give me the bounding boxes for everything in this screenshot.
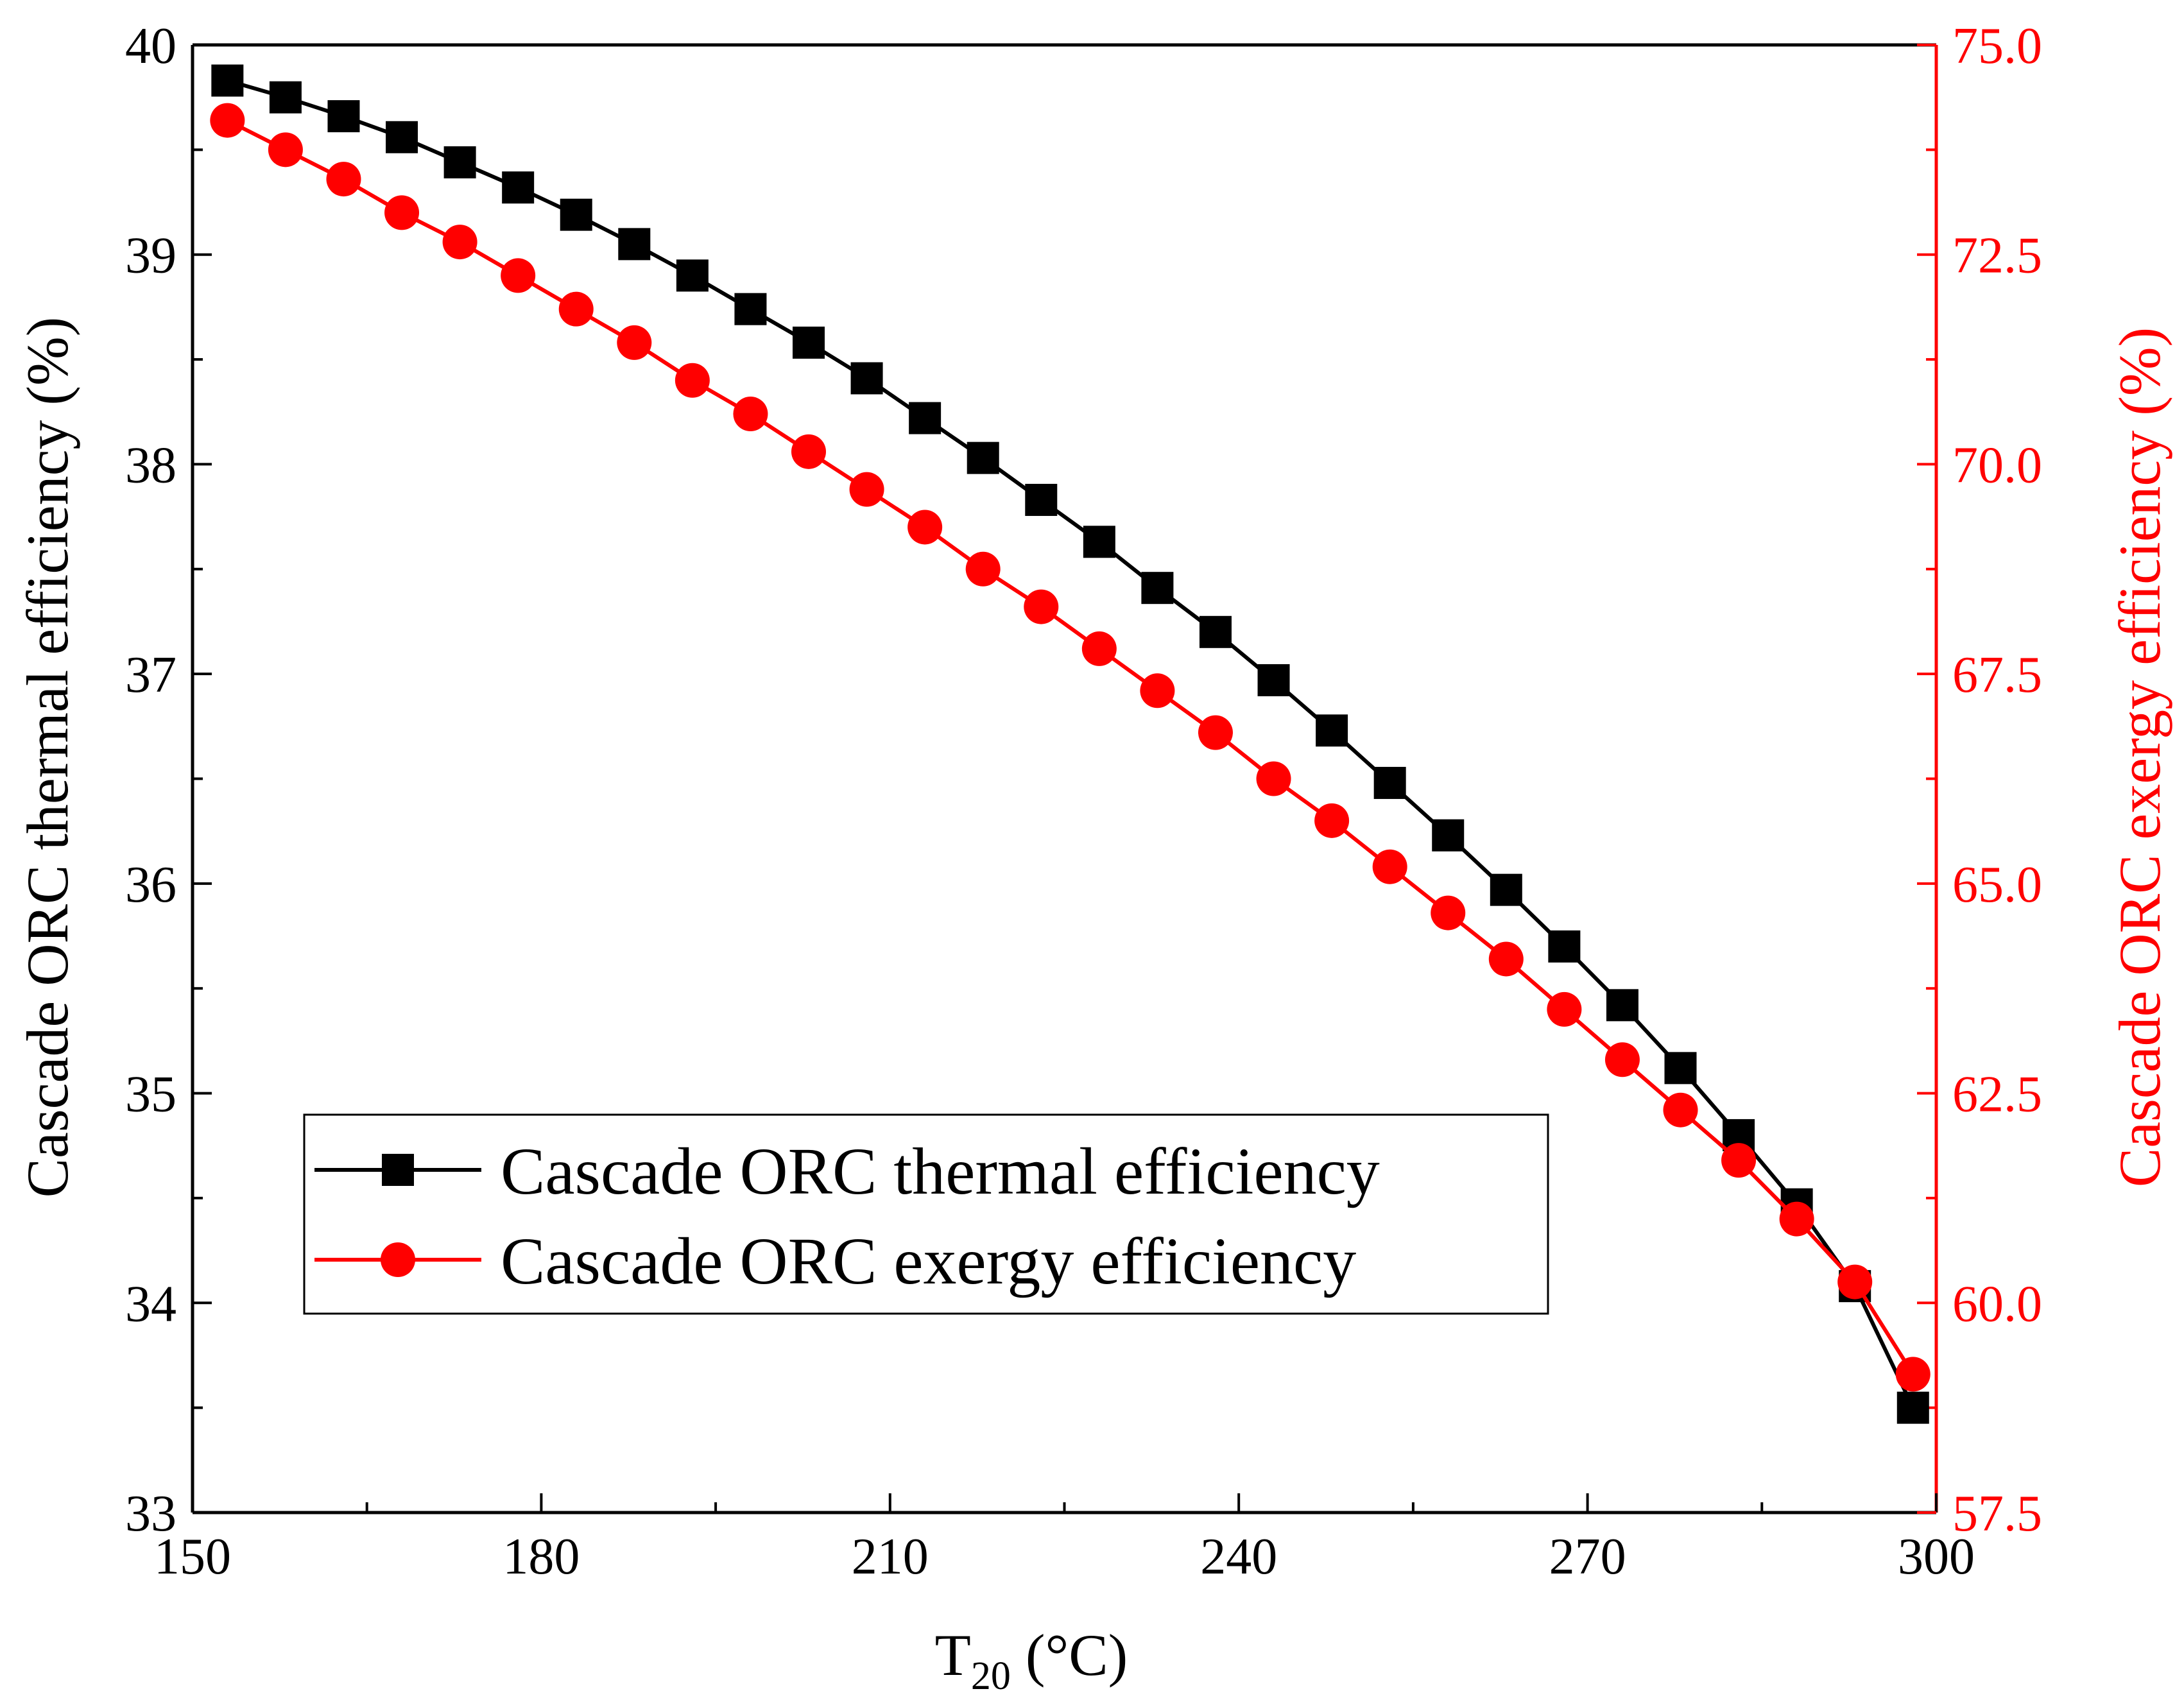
thermal-point <box>502 171 535 204</box>
exergy-point <box>617 325 652 360</box>
exergy-point <box>1198 715 1233 750</box>
thermal-point <box>443 146 476 178</box>
x-axis-title-unit: (°C) <box>1011 1622 1128 1688</box>
thermal-point <box>1316 714 1348 747</box>
exergy-point <box>1779 1201 1814 1237</box>
thermal-point <box>1373 767 1406 800</box>
y-axis-title: Cascade ORC thermal efficiency (%) <box>15 317 80 1198</box>
y-tick-label: 38 <box>125 437 176 493</box>
exergy-point <box>907 510 943 545</box>
thermal-point <box>269 81 302 114</box>
y2-tick-label: 65.0 <box>1952 857 2042 913</box>
x-tick-label: 240 <box>1200 1529 1277 1585</box>
thermal-point <box>1606 989 1638 1022</box>
thermal-point <box>211 64 244 97</box>
thermal-point <box>909 402 942 434</box>
exergy-point <box>1140 673 1175 708</box>
exergy-point <box>1024 589 1059 624</box>
thermal-point <box>1025 483 1058 516</box>
legend-marker-exergy <box>381 1242 415 1277</box>
thermal-point <box>618 228 651 261</box>
exergy-point <box>1547 991 1582 1027</box>
exergy-point <box>1837 1264 1873 1300</box>
thermal-point <box>1490 873 1522 906</box>
x-axis-title-main: T <box>935 1622 971 1688</box>
thermal-point <box>850 362 883 395</box>
x-tick-label: 150 <box>154 1529 231 1585</box>
exergy-point <box>1895 1357 1930 1392</box>
exergy-point <box>965 551 1001 587</box>
y2-tick-label: 57.5 <box>1952 1486 2042 1542</box>
exergy-point <box>849 472 884 507</box>
exergy-point <box>268 132 303 167</box>
legend-label-exergy: Cascade ORC exergy efficiency <box>501 1224 1356 1298</box>
axes-layer: 150 180 210 240 270 300 33 34 35 36 37 38 39 40 57.5 60… <box>125 18 2042 1585</box>
exergy-point <box>675 363 710 398</box>
thermal-point <box>1664 1052 1697 1085</box>
series-layer <box>210 64 1930 1424</box>
exergy-point <box>501 258 536 293</box>
thermal-point <box>1896 1391 1929 1424</box>
y2-axis-title: Cascade ORC exergy efficiency (%) <box>2107 327 2172 1187</box>
exergy-point <box>791 434 827 469</box>
x-tick-label: 300 <box>1898 1529 1975 1585</box>
thermal-point <box>1257 664 1290 696</box>
y-tick-label: 34 <box>125 1276 176 1332</box>
exergy-point <box>384 195 420 230</box>
thermal-point <box>793 326 825 359</box>
exergy-point <box>558 291 594 327</box>
y2-tick-label: 75.0 <box>1952 18 2042 74</box>
thermal-point <box>327 100 360 133</box>
thermal-point <box>734 293 767 325</box>
thermal-point <box>560 198 592 231</box>
legend-box <box>303 1113 1549 1315</box>
y2-tick-label: 70.0 <box>1952 437 2042 493</box>
exergy-point <box>1488 941 1524 977</box>
y2-tick-label: 67.5 <box>1952 647 2042 703</box>
exergy-point <box>442 225 477 260</box>
thermal-point <box>386 121 418 153</box>
y2-tick-label: 62.5 <box>1952 1067 2042 1123</box>
thermal-point <box>967 442 999 474</box>
y-tick-label: 37 <box>125 647 176 703</box>
exergy-point <box>1431 895 1466 931</box>
exergy-point <box>1314 803 1350 838</box>
y-tick-label: 36 <box>125 857 176 913</box>
y2-tick-label: 72.5 <box>1952 228 2042 284</box>
exergy-point <box>1604 1042 1640 1077</box>
y-tick-label: 39 <box>125 228 176 284</box>
thermal-point <box>1432 819 1465 852</box>
y-tick-label: 33 <box>125 1486 176 1542</box>
exergy-point <box>1663 1092 1698 1128</box>
x-axis-title-subscript: 20 <box>971 1654 1011 1698</box>
legend: Cascade ORC thermal efficiency Cascade O… <box>303 1113 1549 1315</box>
thermal-point <box>1548 930 1581 963</box>
y2-tick-label: 60.0 <box>1952 1276 2042 1332</box>
y-tick-label: 40 <box>125 18 176 74</box>
exergy-point <box>1081 631 1117 666</box>
thermal-point <box>676 259 709 292</box>
legend-marker-thermal <box>382 1154 414 1186</box>
exergy-point <box>1372 849 1407 884</box>
thermal-point <box>1083 526 1115 558</box>
exergy-point <box>326 162 361 197</box>
y-tick-label: 35 <box>125 1067 176 1123</box>
x-axis-title: T20 (°C) <box>935 1622 1128 1698</box>
thermal-point <box>1199 615 1232 648</box>
legend-label-thermal: Cascade ORC thermal efficiency <box>501 1135 1380 1208</box>
exergy-point <box>210 103 245 138</box>
exergy-point <box>1256 761 1291 796</box>
x-tick-label: 180 <box>503 1529 580 1585</box>
x-tick-label: 270 <box>1549 1529 1626 1585</box>
thermal-point <box>1141 572 1174 605</box>
exergy-point <box>1721 1143 1757 1178</box>
exergy-point <box>733 397 768 432</box>
x-tick-label: 210 <box>852 1529 929 1585</box>
